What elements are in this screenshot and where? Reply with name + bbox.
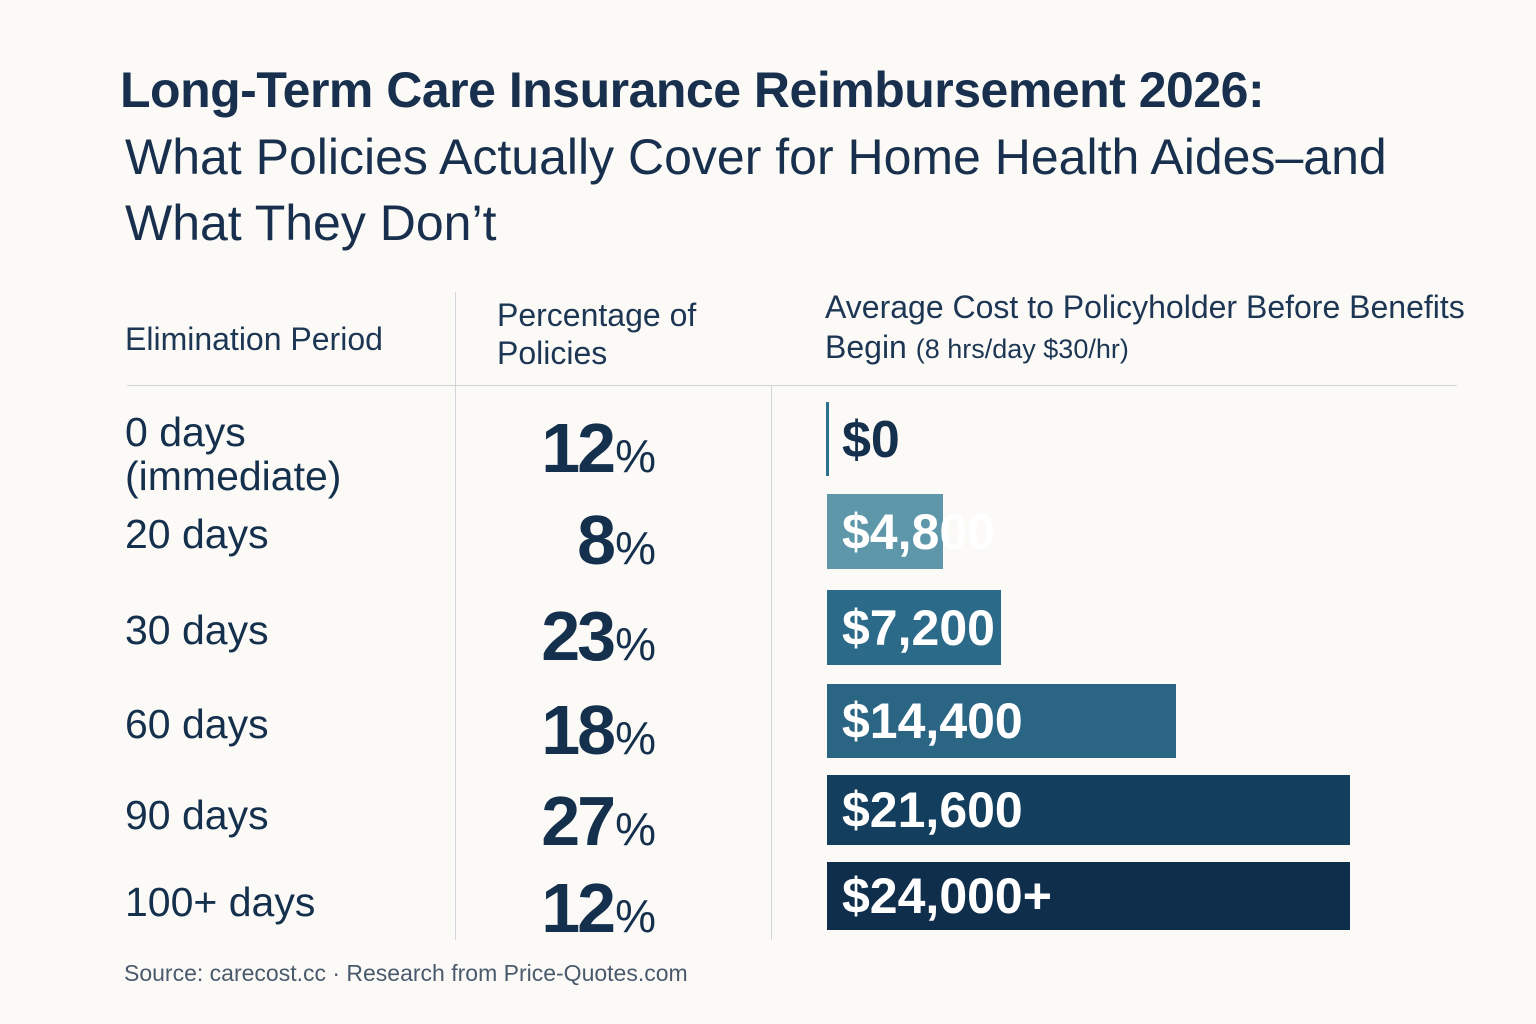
elimination-period-label: 60 days — [125, 701, 269, 747]
cost-bar — [827, 775, 1350, 845]
column-header-elimination-period: Elimination Period — [125, 321, 383, 357]
column-divider-2 — [771, 386, 772, 940]
cost-bar — [827, 590, 1002, 665]
cost-bar-label: $21,600 — [842, 782, 1023, 838]
cost-bar-label: $7,200 — [842, 599, 995, 656]
header-divider — [127, 385, 1457, 386]
elimination-period-label: 30 days — [125, 607, 269, 653]
cost-bar-label: $0 — [842, 411, 900, 469]
cost-bar — [827, 684, 1176, 758]
cost-bar-label: $4,800 — [842, 503, 995, 560]
percentage-value: 12% — [541, 869, 656, 947]
column-header-cost-label: Average Cost to Policyholder Before Bene… — [825, 289, 1465, 365]
elimination-period-label: 90 days — [125, 792, 269, 838]
column-divider-1 — [455, 292, 456, 940]
percentage-value: 23% — [541, 597, 656, 675]
percentage-value: 18% — [541, 691, 656, 769]
cost-bar — [827, 494, 944, 569]
percentage-value: 12% — [541, 409, 656, 487]
percentage-value: 27% — [541, 782, 656, 860]
source-note: Source: carecost.cc · Research from Pric… — [124, 960, 688, 986]
chart-title: Long-Term Care Insurance Reimbursement 2… — [120, 62, 1265, 118]
percentage-value: 8% — [577, 501, 656, 579]
cost-bar-label: $14,400 — [842, 693, 1023, 749]
column-header-cost: Average Cost to Policyholder Before Bene… — [825, 287, 1465, 369]
zero-cost-marker — [826, 402, 829, 476]
elimination-period-label: 20 days — [125, 511, 269, 557]
column-header-percentage: Percentage of Policies — [497, 297, 697, 371]
chart-subtitle: What Policies Actually Cover for Home He… — [125, 129, 1387, 251]
elimination-period-label: 0 days (immediate) — [125, 409, 342, 499]
cost-bar — [827, 862, 1350, 930]
column-header-cost-note: (8 hrs/day $30/hr) — [915, 334, 1129, 364]
cost-bar-label: $24,000+ — [842, 868, 1052, 924]
elimination-period-label: 100+ days — [125, 879, 316, 925]
